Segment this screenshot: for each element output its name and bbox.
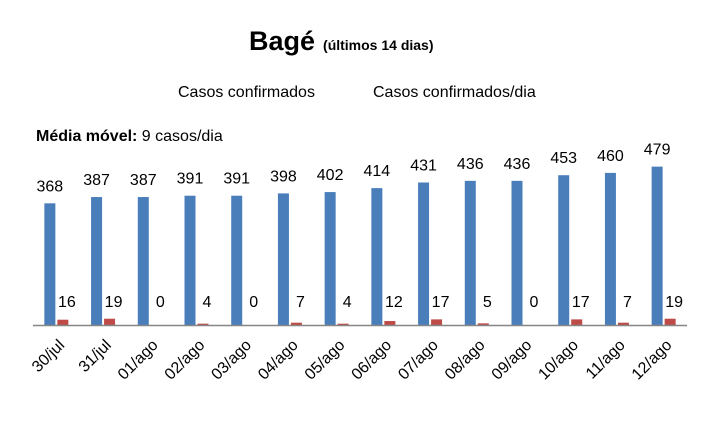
bar-cumulative <box>91 197 103 325</box>
x-tick-label: 09/ago <box>489 337 536 384</box>
bar-cumulative <box>231 195 243 325</box>
bar-daily <box>431 319 443 325</box>
data-label-cumulative: 436 <box>457 156 484 173</box>
bar-cumulative <box>651 166 663 325</box>
data-label-daily: 5 <box>483 294 492 311</box>
x-tick-label: 06/ago <box>349 337 396 384</box>
bar-cumulative <box>418 182 430 325</box>
bar-cumulative <box>464 180 476 325</box>
data-label-cumulative: 436 <box>504 156 531 173</box>
data-label-daily: 12 <box>385 294 403 311</box>
data-label-cumulative: 387 <box>83 172 110 189</box>
data-label-cumulative: 453 <box>550 150 577 167</box>
data-label-daily: 7 <box>296 294 305 311</box>
bar-cumulative <box>137 197 149 325</box>
bar-daily <box>664 318 676 325</box>
chart-subtitle: (últimos 14 dias) <box>323 37 433 53</box>
bar-daily <box>617 322 629 325</box>
moving-average-label: Média móvel: <box>36 128 137 145</box>
data-label-cumulative: 387 <box>130 172 157 189</box>
data-label-daily: 4 <box>343 294 352 311</box>
data-label-daily: 7 <box>623 294 632 311</box>
data-label-cumulative: 391 <box>223 171 250 188</box>
data-label-cumulative: 368 <box>37 178 64 195</box>
x-tick-labels: 30/jul 31/jul 01/ago 02/ago 03/ago 04/ago 05/a… <box>29 337 675 384</box>
x-tick-label: 08/ago <box>442 337 489 384</box>
x-tick-label: 10/ago <box>535 337 582 384</box>
x-tick-label: 04/ago <box>255 337 302 384</box>
moving-average-note: Média móvel: 9 casos/dia <box>36 128 223 145</box>
bar-daily <box>337 323 349 325</box>
data-label-cumulative: 460 <box>597 148 624 165</box>
data-label-daily: 0 <box>156 294 165 311</box>
data-label-cumulative: 402 <box>317 167 344 184</box>
bar-daily <box>57 319 69 325</box>
bar-cumulative <box>558 175 570 325</box>
chart-title: Bagé (últimos 14 dias) <box>249 26 434 56</box>
data-label-daily: 19 <box>105 294 123 311</box>
bar-daily <box>290 322 302 325</box>
x-tick-label: 12/ago <box>629 337 676 384</box>
plot-area: 368 16 387 19 387 0 391 4 391 0 398 7 402 4 414 12 431 17… <box>37 142 683 325</box>
bar-cumulative <box>371 188 383 325</box>
bar-cumulative <box>511 180 523 325</box>
bar-cumulative <box>277 193 289 325</box>
x-tick-label: 01/ago <box>115 337 162 384</box>
data-label-cumulative: 398 <box>270 168 297 185</box>
bar-daily <box>104 318 116 325</box>
data-label-daily: 4 <box>203 294 212 311</box>
x-tick-label: 03/ago <box>208 337 255 384</box>
chart-title-main: Bagé <box>249 26 315 56</box>
x-tick-label: 07/ago <box>395 337 442 384</box>
bar-cumulative <box>604 172 616 325</box>
data-label-cumulative: 414 <box>364 163 391 180</box>
x-tick-label: 11/ago <box>583 337 629 383</box>
bar-cumulative <box>44 203 56 325</box>
bar-cumulative <box>184 195 196 325</box>
bar-cumulative <box>324 192 336 325</box>
legend: Casos confirmados Casos confirmados/dia <box>178 84 536 101</box>
bar-daily <box>571 319 583 325</box>
x-tick-label: 30/jul <box>29 337 68 376</box>
data-label-daily: 0 <box>249 294 258 311</box>
data-label-daily: 17 <box>572 294 590 311</box>
bar-daily <box>384 321 396 325</box>
bar-daily <box>477 323 489 325</box>
legend-item-daily: Casos confirmados/dia <box>373 84 536 101</box>
data-label-daily: 16 <box>58 294 76 311</box>
legend-item-cumulative: Casos confirmados <box>178 84 315 101</box>
bar-daily <box>197 323 209 325</box>
data-label-cumulative: 391 <box>177 171 204 188</box>
moving-average-value: 9 casos/dia <box>137 128 222 145</box>
data-label-daily: 17 <box>432 294 450 311</box>
x-tick-label: 05/ago <box>302 337 349 384</box>
x-tick-label: 02/ago <box>162 337 209 384</box>
data-label-daily: 19 <box>665 294 683 311</box>
x-tick-label: 31/jul <box>76 337 115 376</box>
data-label-daily: 0 <box>530 294 539 311</box>
data-label-cumulative: 479 <box>644 142 671 159</box>
data-label-cumulative: 431 <box>410 157 437 174</box>
